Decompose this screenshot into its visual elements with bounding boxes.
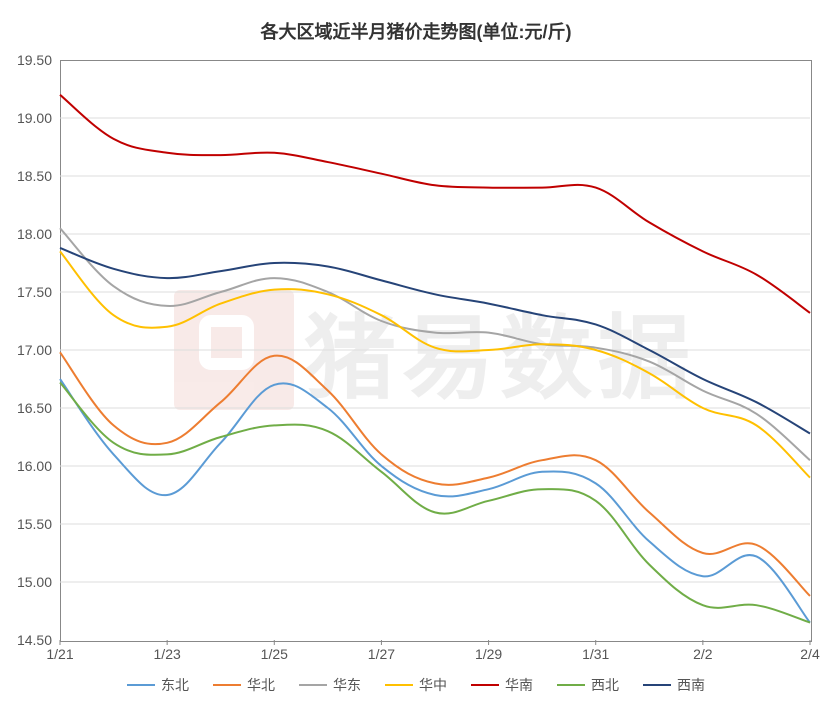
legend-swatch <box>213 684 241 686</box>
series-line <box>60 228 810 460</box>
legend-swatch <box>643 684 671 686</box>
y-tick-label: 15.00 <box>4 574 52 590</box>
x-tick-label: 2/2 <box>693 646 712 662</box>
legend-item: 西南 <box>643 675 705 695</box>
y-tick-label: 18.50 <box>4 168 52 184</box>
series-line <box>60 379 810 623</box>
legend-item: 西北 <box>557 675 619 695</box>
y-tick-label: 16.00 <box>4 458 52 474</box>
legend-item: 华南 <box>471 675 533 695</box>
chart-title: 各大区域近半月猪价走势图(单位:元/斤) <box>0 18 832 44</box>
legend-swatch <box>127 684 155 686</box>
x-tick-label: 1/29 <box>475 646 502 662</box>
legend-swatch <box>299 684 327 686</box>
legend: 东北 华北 华东 华中 华南 西北 西南 <box>0 675 832 695</box>
y-tick-label: 19.50 <box>4 52 52 68</box>
y-tick-label: 17.00 <box>4 342 52 358</box>
series-line <box>60 382 810 622</box>
y-tick-label: 19.00 <box>4 110 52 126</box>
y-tick-label: 14.50 <box>4 632 52 648</box>
legend-label: 西南 <box>677 675 705 695</box>
legend-swatch <box>471 684 499 686</box>
legend-item: 华北 <box>213 675 275 695</box>
x-tick-label: 2/4 <box>800 646 819 662</box>
series-line <box>60 95 810 313</box>
y-tick-label: 15.50 <box>4 516 52 532</box>
legend-label: 西北 <box>591 675 619 695</box>
x-tick-label: 1/27 <box>368 646 395 662</box>
legend-label: 华南 <box>505 675 533 695</box>
legend-label: 华北 <box>247 675 275 695</box>
legend-item: 东北 <box>127 675 189 695</box>
x-tick-label: 1/31 <box>582 646 609 662</box>
y-tick-label: 16.50 <box>4 400 52 416</box>
y-tick-label: 18.00 <box>4 226 52 242</box>
x-tick-label: 1/21 <box>46 646 73 662</box>
legend-item: 华中 <box>385 675 447 695</box>
legend-swatch <box>385 684 413 686</box>
chart-container: 各大区域近半月猪价走势图(单位:元/斤) 猪易数据 东北华北华东华中华南西北西南… <box>0 0 832 713</box>
series-line <box>60 251 810 477</box>
legend-swatch <box>557 684 585 686</box>
legend-item: 华东 <box>299 675 361 695</box>
legend-label: 东北 <box>161 675 189 695</box>
x-tick-label: 1/25 <box>261 646 288 662</box>
legend-label: 华中 <box>419 675 447 695</box>
chart-svg <box>60 60 810 640</box>
legend-label: 华东 <box>333 675 361 695</box>
y-tick-label: 17.50 <box>4 284 52 300</box>
x-tick-label: 1/23 <box>154 646 181 662</box>
